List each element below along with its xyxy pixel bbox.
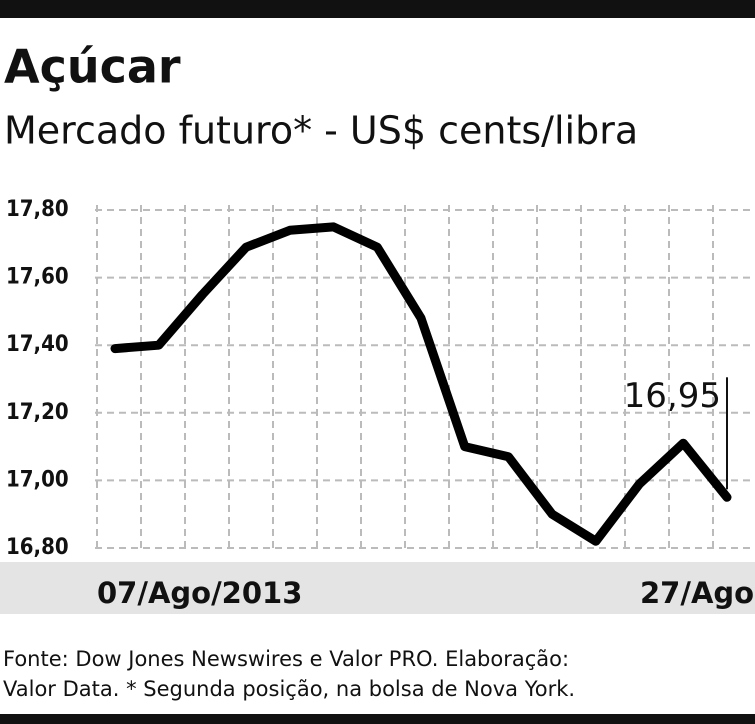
x-axis-band (0, 562, 755, 614)
y-tick-label: 16,80 (6, 535, 69, 560)
y-tick-label: 17,20 (6, 400, 69, 425)
x-tick-label: 07/Ago/2013 (97, 576, 302, 610)
y-tick-label: 17,80 (6, 197, 69, 222)
value-label: 16,95 (624, 376, 721, 416)
footnote: Valor Data. * Segunda posição, na bolsa … (3, 677, 575, 701)
y-tick-label: 17,40 (6, 332, 69, 357)
top-bar (0, 0, 755, 18)
x-tick-label: 27/Ago (640, 576, 754, 610)
chart-title: Açúcar (4, 40, 181, 94)
chart-subtitle: Mercado futuro* - US$ cents/libra (4, 109, 638, 153)
footnote: Fonte: Dow Jones Newswires e Valor PRO. … (3, 647, 569, 671)
line-series (110, 222, 732, 546)
bottom-bar (0, 714, 755, 724)
y-tick-label: 17,60 (6, 265, 69, 290)
y-tick-label: 17,00 (6, 467, 69, 492)
